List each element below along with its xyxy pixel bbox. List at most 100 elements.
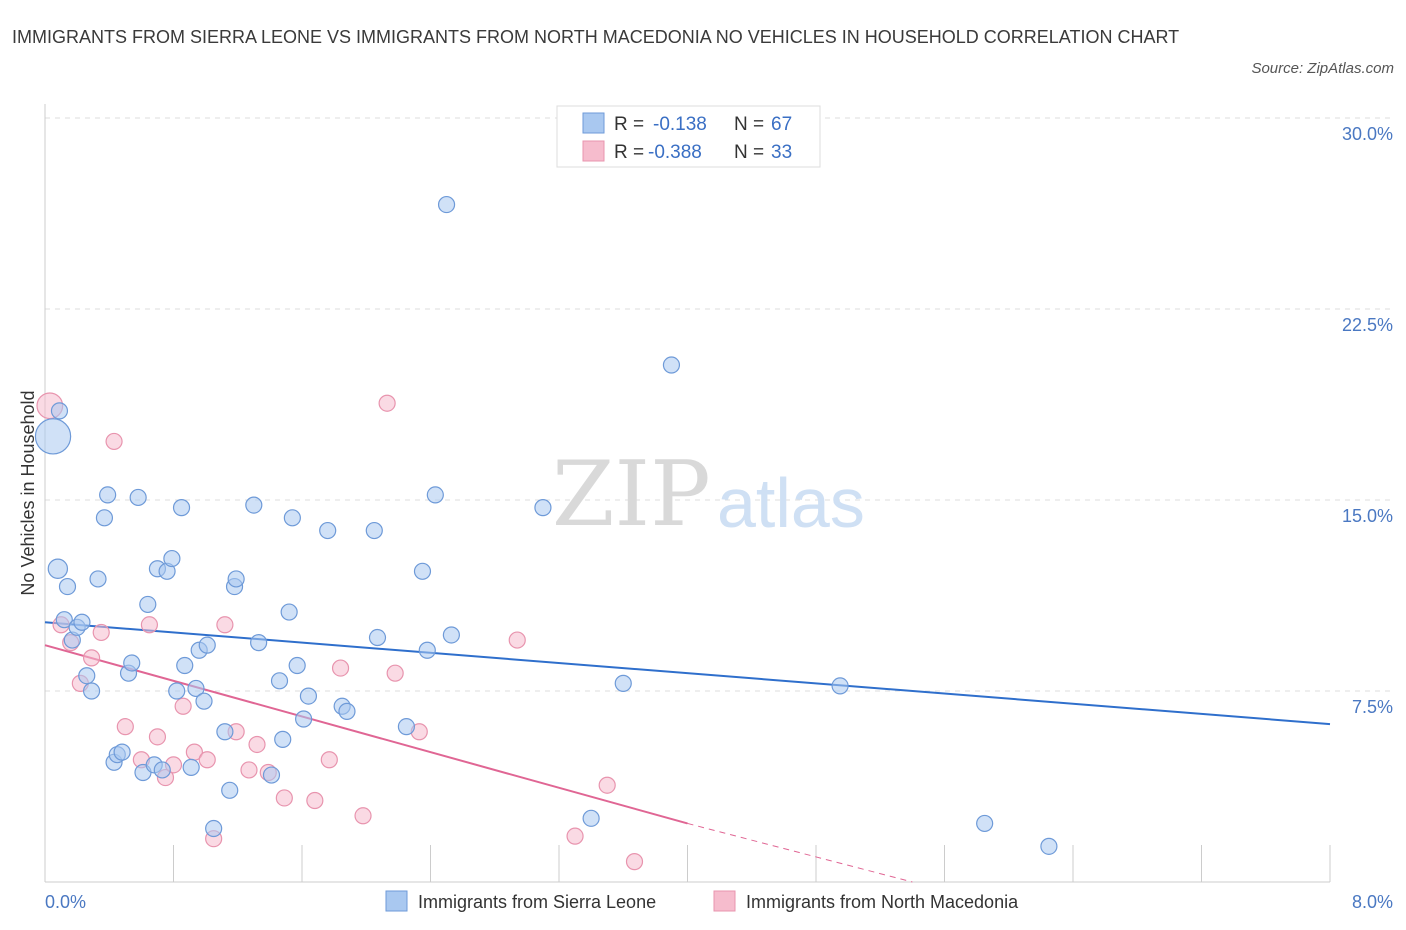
- legend-swatch-pink: [582, 140, 605, 162]
- data-point-sierra-leone: [365, 521, 383, 540]
- data-point-sierra-leone: [95, 509, 114, 527]
- x-tick-label: 0.0%: [45, 892, 86, 912]
- legend-n-value-1: 67: [771, 114, 792, 135]
- data-point-north-macedonia: [105, 432, 123, 451]
- watermark-zip: ZIP: [552, 442, 711, 547]
- data-point-north-macedonia: [92, 623, 110, 642]
- data-point-north-macedonia: [625, 853, 644, 871]
- stats-legend: R = -0.138 N = 67 R = -0.388 N = 33: [556, 105, 821, 168]
- data-point-sierra-leone: [172, 499, 191, 517]
- data-point-sierra-leone: [187, 679, 205, 698]
- data-point-sierra-leone: [123, 654, 141, 672]
- chart-title: IMMIGRANTS FROM SIERRA LEONE VS IMMIGRAN…: [12, 27, 1180, 47]
- data-point-sierra-leone: [976, 814, 994, 833]
- data-point-sierra-leone: [245, 496, 263, 514]
- tick-labels: 7.5% 15.0% 22.5% 30.0% 0.0% 8.0%: [45, 124, 1393, 912]
- data-point-north-macedonia: [378, 394, 396, 412]
- legend-n-value-2: 33: [771, 142, 792, 163]
- data-point-sierra-leone: [319, 521, 337, 540]
- legend-n-label-1: N =: [734, 114, 764, 135]
- data-point-sierra-leone: [113, 743, 131, 761]
- data-point-north-macedonia: [116, 718, 134, 736]
- bottom-legend-label-2: Immigrants from North Macedonia: [746, 892, 1019, 912]
- data-point-sierra-leone: [250, 634, 268, 652]
- data-point-sierra-leone: [82, 682, 101, 700]
- data-point-sierra-leone: [216, 723, 234, 741]
- data-point-north-macedonia: [320, 751, 338, 769]
- axes: [44, 104, 1331, 883]
- y-axis-label: No Vehicles in Household: [18, 390, 38, 595]
- y-tick-label: 7.5%: [1352, 697, 1393, 717]
- data-point-sierra-leone: [58, 577, 77, 596]
- data-point-sierra-leone: [283, 509, 301, 527]
- data-point-sierra-leone: [89, 570, 107, 588]
- x-tick-label: 8.0%: [1352, 892, 1393, 912]
- data-point-sierra-leone: [614, 674, 632, 692]
- y-tick-label: 15.0%: [1342, 506, 1393, 526]
- data-point-north-macedonia: [240, 761, 258, 779]
- data-point-sierra-leone: [397, 718, 416, 736]
- data-point-sierra-leone: [205, 819, 223, 838]
- data-point-sierra-leone: [274, 730, 292, 748]
- data-point-north-macedonia: [248, 735, 266, 754]
- bottom-legend: Immigrants from Sierra Leone Immigrants …: [385, 890, 1019, 912]
- data-point-north-macedonia: [148, 728, 167, 746]
- legend-r-value-2: -0.388: [648, 142, 702, 163]
- y-tick-label: 22.5%: [1342, 315, 1393, 335]
- data-point-sierra-leone: [831, 677, 849, 695]
- legend-r-label-1: R =: [614, 114, 644, 135]
- trend-line-north-macedonia: [44, 644, 688, 825]
- bottom-legend-swatch-blue: [385, 890, 408, 912]
- data-point-sierra-leone: [176, 656, 194, 675]
- legend-n-label-2: N =: [734, 142, 764, 163]
- source-label: Source: ZipAtlas.com: [1251, 60, 1394, 77]
- data-point-sierra-leone: [338, 702, 356, 720]
- data-point-sierra-leone: [55, 611, 73, 629]
- data-point-sierra-leone: [413, 562, 432, 580]
- data-point-sierra-leone: [442, 626, 460, 644]
- data-point-sierra-leone: [227, 570, 245, 588]
- grid-lines: [45, 117, 1395, 692]
- data-point-sierra-leone: [280, 603, 298, 621]
- data-point-sierra-leone: [195, 692, 213, 710]
- data-point-sierra-leone: [582, 809, 600, 827]
- data-point-sierra-leone: [262, 766, 281, 784]
- trend-line-north-macedonia-extension: [687, 822, 913, 883]
- data-point-north-macedonia: [354, 807, 372, 825]
- data-point-sierra-leone: [50, 402, 69, 420]
- data-point-sierra-leone: [221, 781, 239, 799]
- data-point-sierra-leone: [426, 486, 444, 504]
- data-point-north-macedonia: [598, 776, 616, 794]
- data-point-sierra-leone: [368, 628, 387, 647]
- data-point-sierra-leone: [139, 595, 157, 614]
- data-point-sierra-leone: [198, 636, 216, 654]
- y-tick-label: 30.0%: [1342, 124, 1393, 144]
- data-point-sierra-leone: [34, 418, 72, 455]
- data-points: [34, 195, 1058, 871]
- data-point-sierra-leone: [299, 687, 318, 705]
- data-point-sierra-leone: [153, 761, 171, 779]
- data-point-north-macedonia: [198, 751, 216, 769]
- data-point-sierra-leone: [270, 672, 289, 690]
- data-point-sierra-leone: [418, 641, 436, 659]
- data-point-sierra-leone: [662, 356, 681, 374]
- data-point-north-macedonia: [82, 649, 101, 667]
- data-point-sierra-leone: [295, 710, 313, 728]
- data-point-sierra-leone: [168, 682, 186, 700]
- data-point-sierra-leone: [73, 613, 91, 631]
- data-point-north-macedonia: [306, 791, 324, 810]
- data-point-north-macedonia: [331, 659, 350, 677]
- data-point-sierra-leone: [1040, 837, 1058, 855]
- trend-lines: [44, 621, 1331, 883]
- data-point-north-macedonia: [216, 616, 234, 634]
- data-point-north-macedonia: [566, 827, 584, 845]
- data-point-sierra-leone: [78, 667, 96, 685]
- data-point-sierra-leone: [47, 558, 69, 579]
- data-point-north-macedonia: [275, 789, 293, 807]
- data-point-sierra-leone: [129, 488, 147, 507]
- watermark-atlas: atlas: [717, 464, 865, 542]
- data-point-north-macedonia: [174, 697, 192, 715]
- data-point-north-macedonia: [140, 616, 159, 634]
- legend-r-label-2: R =: [614, 142, 644, 163]
